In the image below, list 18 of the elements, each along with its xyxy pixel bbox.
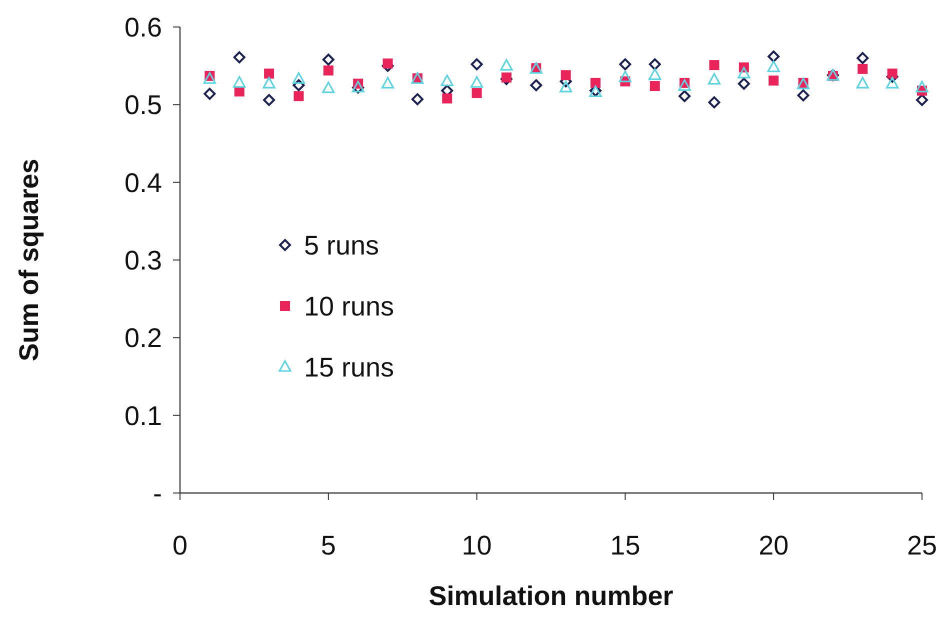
y-axis-title: Sum of squares [14,158,44,362]
x-tick-label: 25 [906,530,938,560]
y-tick-label: 0.6 [124,12,162,42]
y-tick-label: 0.4 [124,168,162,198]
legend-label: 5 runs [304,230,380,260]
x-tick-label: 15 [610,530,640,560]
x-tick-label: 20 [758,530,789,560]
x-tick-label: 10 [462,530,492,560]
x-axis-title: Simulation number [428,581,674,611]
y-tick-label: 0.5 [124,90,162,120]
y-tick-label: 0.2 [124,323,162,354]
legend-label: 10 runs [304,291,394,322]
y-tick-label: 0.1 [124,400,162,431]
x-tick-label: 5 [320,530,336,560]
y-tick-label: - [153,478,162,508]
legend-label: 15 runs [304,352,394,382]
y-tick-label: 0.3 [124,245,162,276]
x-tick-label: 0 [172,530,188,560]
